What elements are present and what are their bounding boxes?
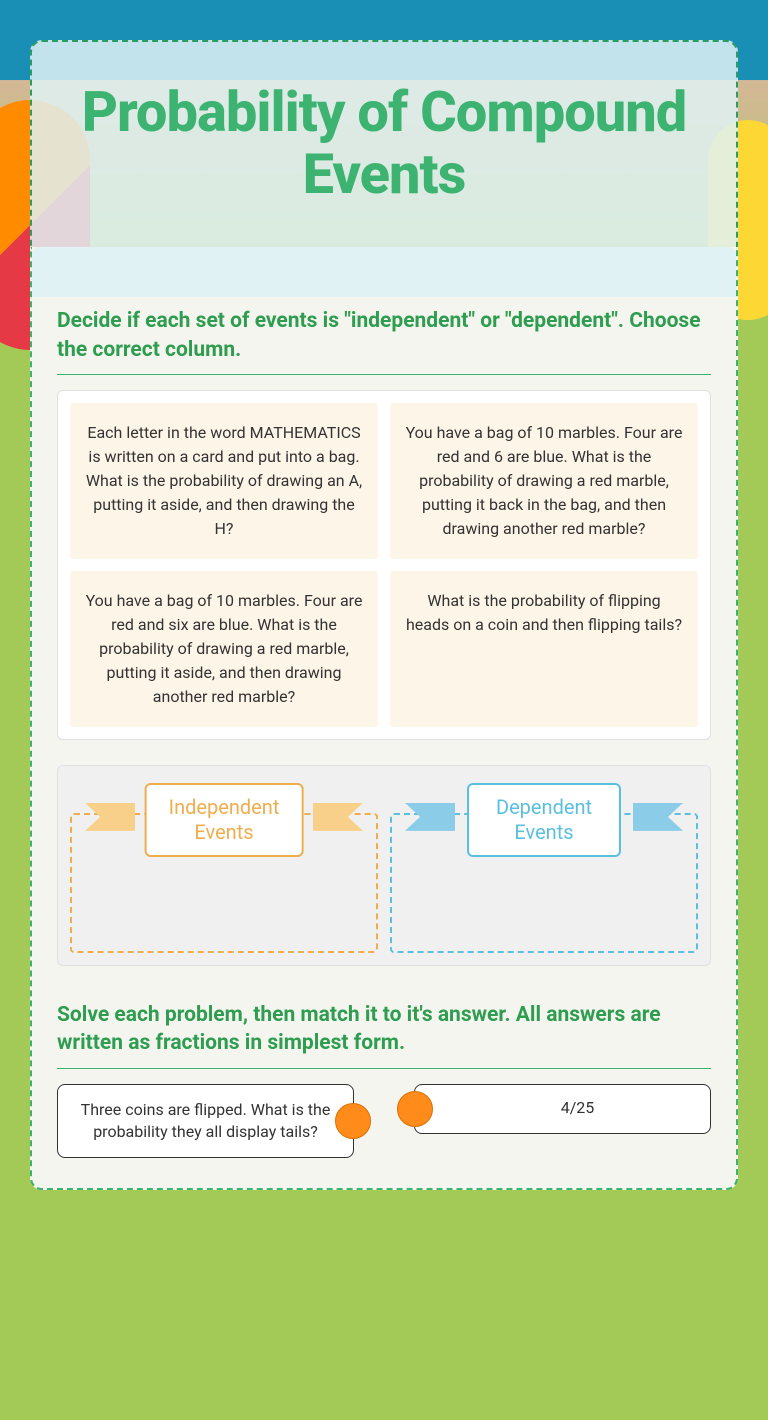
dependent-drop-zone[interactable]: Dependent Events (390, 778, 698, 953)
event-card[interactable]: You have a bag of 10 marbles. Four are r… (390, 403, 698, 559)
problem-card[interactable]: Three coins are flipped. What is the pro… (57, 1084, 354, 1159)
independent-label: Independent Events (145, 783, 304, 857)
match-row: Three coins are flipped. What is the pro… (57, 1084, 711, 1159)
divider (57, 1068, 711, 1069)
connector-dot[interactable] (335, 1103, 371, 1139)
dependent-label: Dependent Events (467, 783, 621, 857)
event-card[interactable]: Each letter in the word MATHEMATICS is w… (70, 403, 378, 559)
page-title: Probability of Compound Events (62, 82, 706, 205)
event-card[interactable]: What is the probability of flipping head… (390, 571, 698, 727)
problem-text: Three coins are flipped. What is the pro… (81, 1100, 331, 1141)
section1-heading: Decide if each set of events is "indepen… (57, 307, 711, 364)
section2-heading: Solve each problem, then match it to it'… (57, 1001, 711, 1058)
event-card[interactable]: You have a bag of 10 marbles. Four are r… (70, 571, 378, 727)
drop-zones-container: Independent Events Dependent Events (57, 765, 711, 966)
main-content-card: Decide if each set of events is "indepen… (30, 247, 738, 1190)
answer-card[interactable]: 4/25 (414, 1084, 711, 1134)
independent-drop-zone[interactable]: Independent Events (70, 778, 378, 953)
event-cards-container: Each letter in the word MATHEMATICS is w… (57, 390, 711, 740)
divider (57, 374, 711, 375)
answer-text: 4/25 (561, 1097, 595, 1119)
connector-dot[interactable] (397, 1091, 433, 1127)
